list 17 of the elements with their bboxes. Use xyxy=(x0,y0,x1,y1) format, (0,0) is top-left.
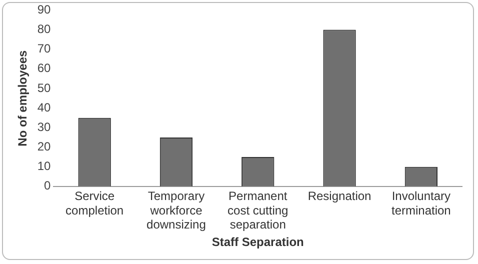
x-tick-label: Permanent cost cutting separation xyxy=(228,188,288,232)
y-axis-title: No of employees xyxy=(16,50,30,146)
y-tick-label: 20 xyxy=(37,140,52,154)
x-tick-label: Involuntary termination xyxy=(391,188,451,218)
y-tick-label: 60 xyxy=(37,61,52,76)
x-axis-title: Staff Separation xyxy=(212,235,304,250)
y-tick-label: 70 xyxy=(37,42,52,56)
x-tick-label: Resignation xyxy=(308,188,372,203)
x-tick-label: Temporary workforce downsizing xyxy=(146,188,206,232)
y-tick-label: 10 xyxy=(37,159,52,174)
x-tick-label: Service completion xyxy=(66,188,124,218)
y-tick-label: 30 xyxy=(37,120,52,134)
y-tick-label: 50 xyxy=(37,80,52,95)
y-tick-label: 80 xyxy=(37,22,52,36)
y-tick-label: 90 xyxy=(37,2,52,17)
y-tick-label: 0 xyxy=(44,178,52,193)
y-tick-label: 40 xyxy=(37,100,52,114)
